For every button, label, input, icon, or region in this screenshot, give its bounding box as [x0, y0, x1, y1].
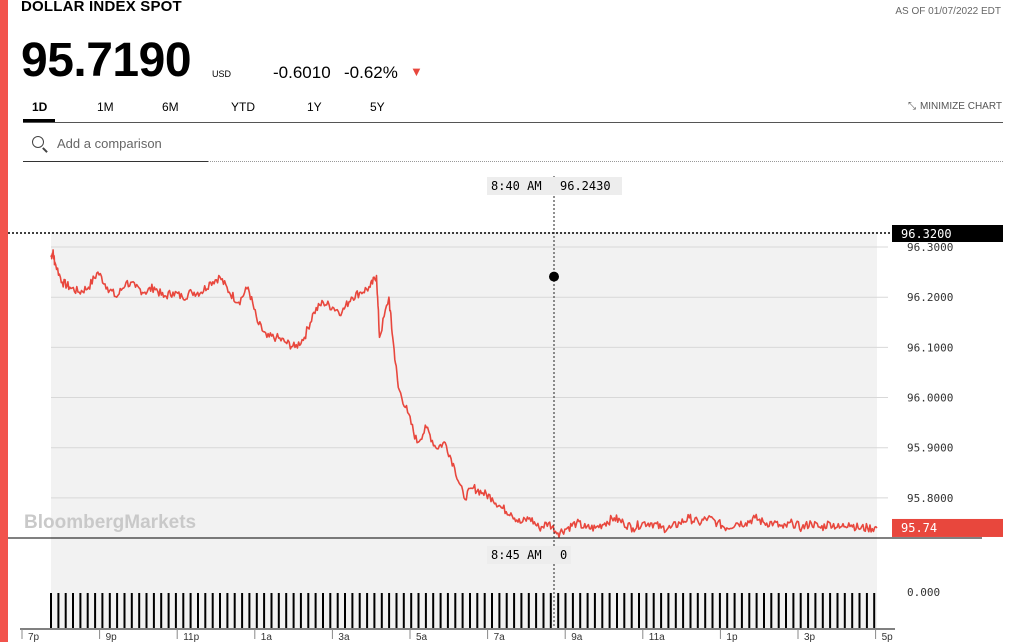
x-tick-label: 11a	[649, 632, 665, 642]
y-tick-label: 96.1000	[907, 341, 953, 354]
x-tick-label: 3a	[338, 632, 350, 642]
crosshair-time: 8:40 AM	[491, 179, 542, 193]
price-series-line	[50, 249, 878, 538]
last-price-label: 95.74	[901, 521, 937, 535]
crosshair-volume-box	[487, 546, 571, 564]
active-tab-indicator	[23, 119, 55, 122]
x-tick-label: 7p	[28, 632, 40, 642]
tab-ytd[interactable]: YTD	[231, 100, 255, 114]
crosshair-value: 96.2430	[560, 179, 611, 193]
as-of-timestamp: AS OF 01/07/2022 EDT	[895, 6, 1001, 17]
tab-1m[interactable]: 1M	[97, 100, 114, 114]
last-price-box	[892, 518, 1003, 537]
crosshair-price-box	[487, 177, 622, 195]
y-tick-label: 95.8000	[907, 492, 953, 505]
minimize-icon: ⤡	[907, 101, 916, 112]
tab-6m[interactable]: 6M	[162, 100, 179, 114]
comparison-search	[23, 130, 209, 162]
tab-1d[interactable]: 1D	[32, 100, 48, 114]
currency-label: USD	[212, 69, 232, 79]
accent-bar	[0, 0, 8, 642]
previous-close-box	[892, 225, 1003, 242]
minimize-chart-button[interactable]: ⤡ MINIMIZE CHART	[908, 101, 1002, 112]
down-arrow-icon: ▼	[410, 64, 423, 79]
comparison-search-input[interactable]	[55, 135, 209, 152]
y-tick-label: 96.3000	[907, 241, 953, 254]
x-tick-label: 1a	[261, 632, 273, 642]
y-tick-label: 95.9000	[907, 442, 953, 455]
x-tick-label: 1p	[726, 632, 738, 642]
price-change: -0.6010	[273, 63, 331, 82]
crosshair-volume-value: 0	[560, 548, 567, 562]
crosshair-dot	[549, 271, 559, 282]
plot-background	[51, 232, 877, 628]
minimize-chart-label: MINIMIZE CHART	[919, 101, 1002, 112]
crosshair-volume-time: 8:45 AM	[491, 548, 542, 562]
y-tick-label: 96.2000	[907, 291, 953, 304]
x-tick-label: 11p	[183, 632, 199, 642]
x-tick-label: 9a	[571, 632, 583, 642]
bloomberg-watermark: BloombergMarkets	[24, 512, 196, 533]
search-icon	[32, 136, 44, 148]
x-tick-label: 5p	[882, 632, 894, 642]
search-divider	[208, 161, 1003, 162]
volume-tick-label: 0.000	[907, 586, 940, 599]
price-change-percent: -0.62%	[344, 63, 398, 82]
tab-5y[interactable]: 5Y	[370, 100, 385, 114]
x-tick-label: 5a	[416, 632, 428, 642]
previous-close-label: 96.3200	[901, 227, 952, 241]
tab-1y[interactable]: 1Y	[307, 100, 322, 114]
x-tick-label: 9p	[106, 632, 118, 642]
range-tabs: 1D 1M 6M YTD 1Y 5Y	[23, 96, 1003, 123]
x-tick-label: 7a	[494, 632, 506, 642]
page-title: DOLLAR INDEX SPOT	[21, 0, 182, 15]
current-price: 95.7190	[21, 34, 192, 87]
y-tick-label: 96.0000	[907, 392, 953, 405]
x-tick-label: 3p	[804, 632, 816, 642]
